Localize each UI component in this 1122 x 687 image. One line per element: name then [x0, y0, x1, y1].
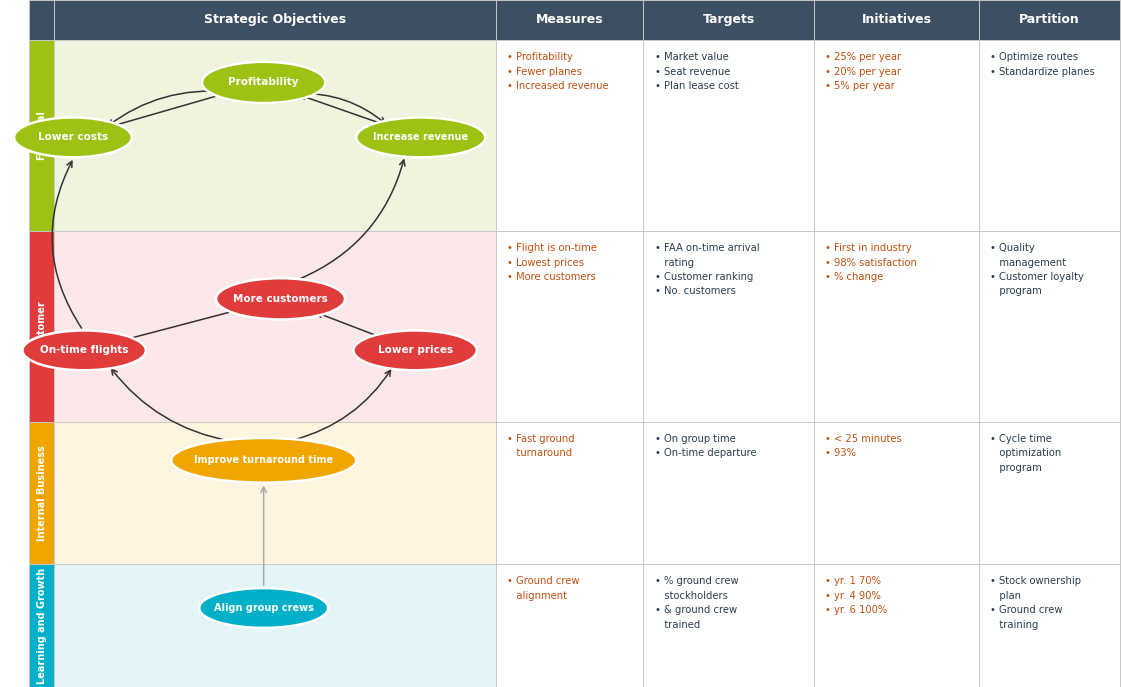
Bar	[496, 564, 1120, 687]
Text: Partition: Partition	[1019, 14, 1079, 26]
Text: • Ground crew
   alignment: • Ground crew alignment	[507, 576, 580, 601]
Text: Measures: Measures	[536, 14, 604, 26]
Bar	[29, 422, 54, 564]
Text: Initiatives: Initiatives	[862, 14, 931, 26]
Text: Lower costs: Lower costs	[38, 133, 108, 142]
Ellipse shape	[215, 278, 346, 319]
Ellipse shape	[171, 438, 356, 482]
Text: Improve turnaround time: Improve turnaround time	[194, 455, 333, 465]
Text: Customer: Customer	[37, 300, 46, 352]
Bar	[54, 422, 496, 564]
Text: • First in industry
• 98% satisfaction
• % change: • First in industry • 98% satisfaction •…	[825, 243, 917, 282]
Bar	[29, 231, 54, 422]
Text: Financial: Financial	[37, 111, 46, 160]
Ellipse shape	[199, 588, 328, 628]
Text: Profitability: Profitability	[229, 78, 298, 87]
Ellipse shape	[15, 117, 132, 157]
Bar	[54, 564, 496, 687]
Bar	[29, 0, 1120, 40]
Bar	[496, 422, 1120, 564]
Bar	[54, 40, 496, 231]
Text: • Profitability
• Fewer planes
• Increased revenue: • Profitability • Fewer planes • Increas…	[507, 52, 609, 91]
Ellipse shape	[202, 62, 325, 103]
Text: • yr. 1 70%
• yr. 4 90%
• yr. 6 100%: • yr. 1 70% • yr. 4 90% • yr. 6 100%	[825, 576, 888, 615]
Text: Learning and Growth: Learning and Growth	[37, 567, 46, 684]
Text: • Cycle time
   optimization
   program: • Cycle time optimization program	[991, 434, 1061, 473]
Text: • Market value
• Seat revenue
• Plan lease cost: • Market value • Seat revenue • Plan lea…	[654, 52, 738, 91]
Text: • Fast ground
   turnaround: • Fast ground turnaround	[507, 434, 576, 458]
Text: • Optimize routes
• Standardize planes: • Optimize routes • Standardize planes	[991, 52, 1095, 77]
Text: More customers: More customers	[233, 294, 328, 304]
Text: • Stock ownership
   plan
• Ground crew
   training: • Stock ownership plan • Ground crew tra…	[991, 576, 1082, 629]
Text: • FAA on-time arrival
   rating
• Customer ranking
• No. customers: • FAA on-time arrival rating • Customer …	[654, 243, 760, 296]
Text: • < 25 minutes
• 93%: • < 25 minutes • 93%	[825, 434, 902, 458]
Ellipse shape	[357, 117, 485, 157]
Text: On-time flights: On-time flights	[40, 346, 128, 355]
Text: Increase revenue: Increase revenue	[374, 133, 468, 142]
Ellipse shape	[22, 330, 146, 370]
Text: Align group crews: Align group crews	[213, 603, 314, 613]
Bar	[496, 40, 1120, 231]
Text: Lower prices: Lower prices	[378, 346, 452, 355]
Bar	[29, 564, 54, 687]
Bar	[54, 231, 496, 422]
Bar	[29, 40, 54, 231]
Text: • 25% per year
• 20% per year
• 5% per year: • 25% per year • 20% per year • 5% per y…	[825, 52, 901, 91]
Text: • Flight is on-time
• Lowest prices
• More customers: • Flight is on-time • Lowest prices • Mo…	[507, 243, 597, 282]
Text: Internal Business: Internal Business	[37, 445, 46, 541]
Bar	[496, 231, 1120, 422]
Text: Strategic Objectives: Strategic Objectives	[204, 14, 346, 26]
Ellipse shape	[353, 330, 477, 370]
Text: Targets: Targets	[702, 14, 755, 26]
Text: • Quality
   management
• Customer loyalty
   program: • Quality management • Customer loyalty …	[991, 243, 1084, 296]
Text: • % ground crew
   stockholders
• & ground crew
   trained: • % ground crew stockholders • & ground …	[654, 576, 738, 629]
Text: • On group time
• On-time departure: • On group time • On-time departure	[654, 434, 756, 458]
